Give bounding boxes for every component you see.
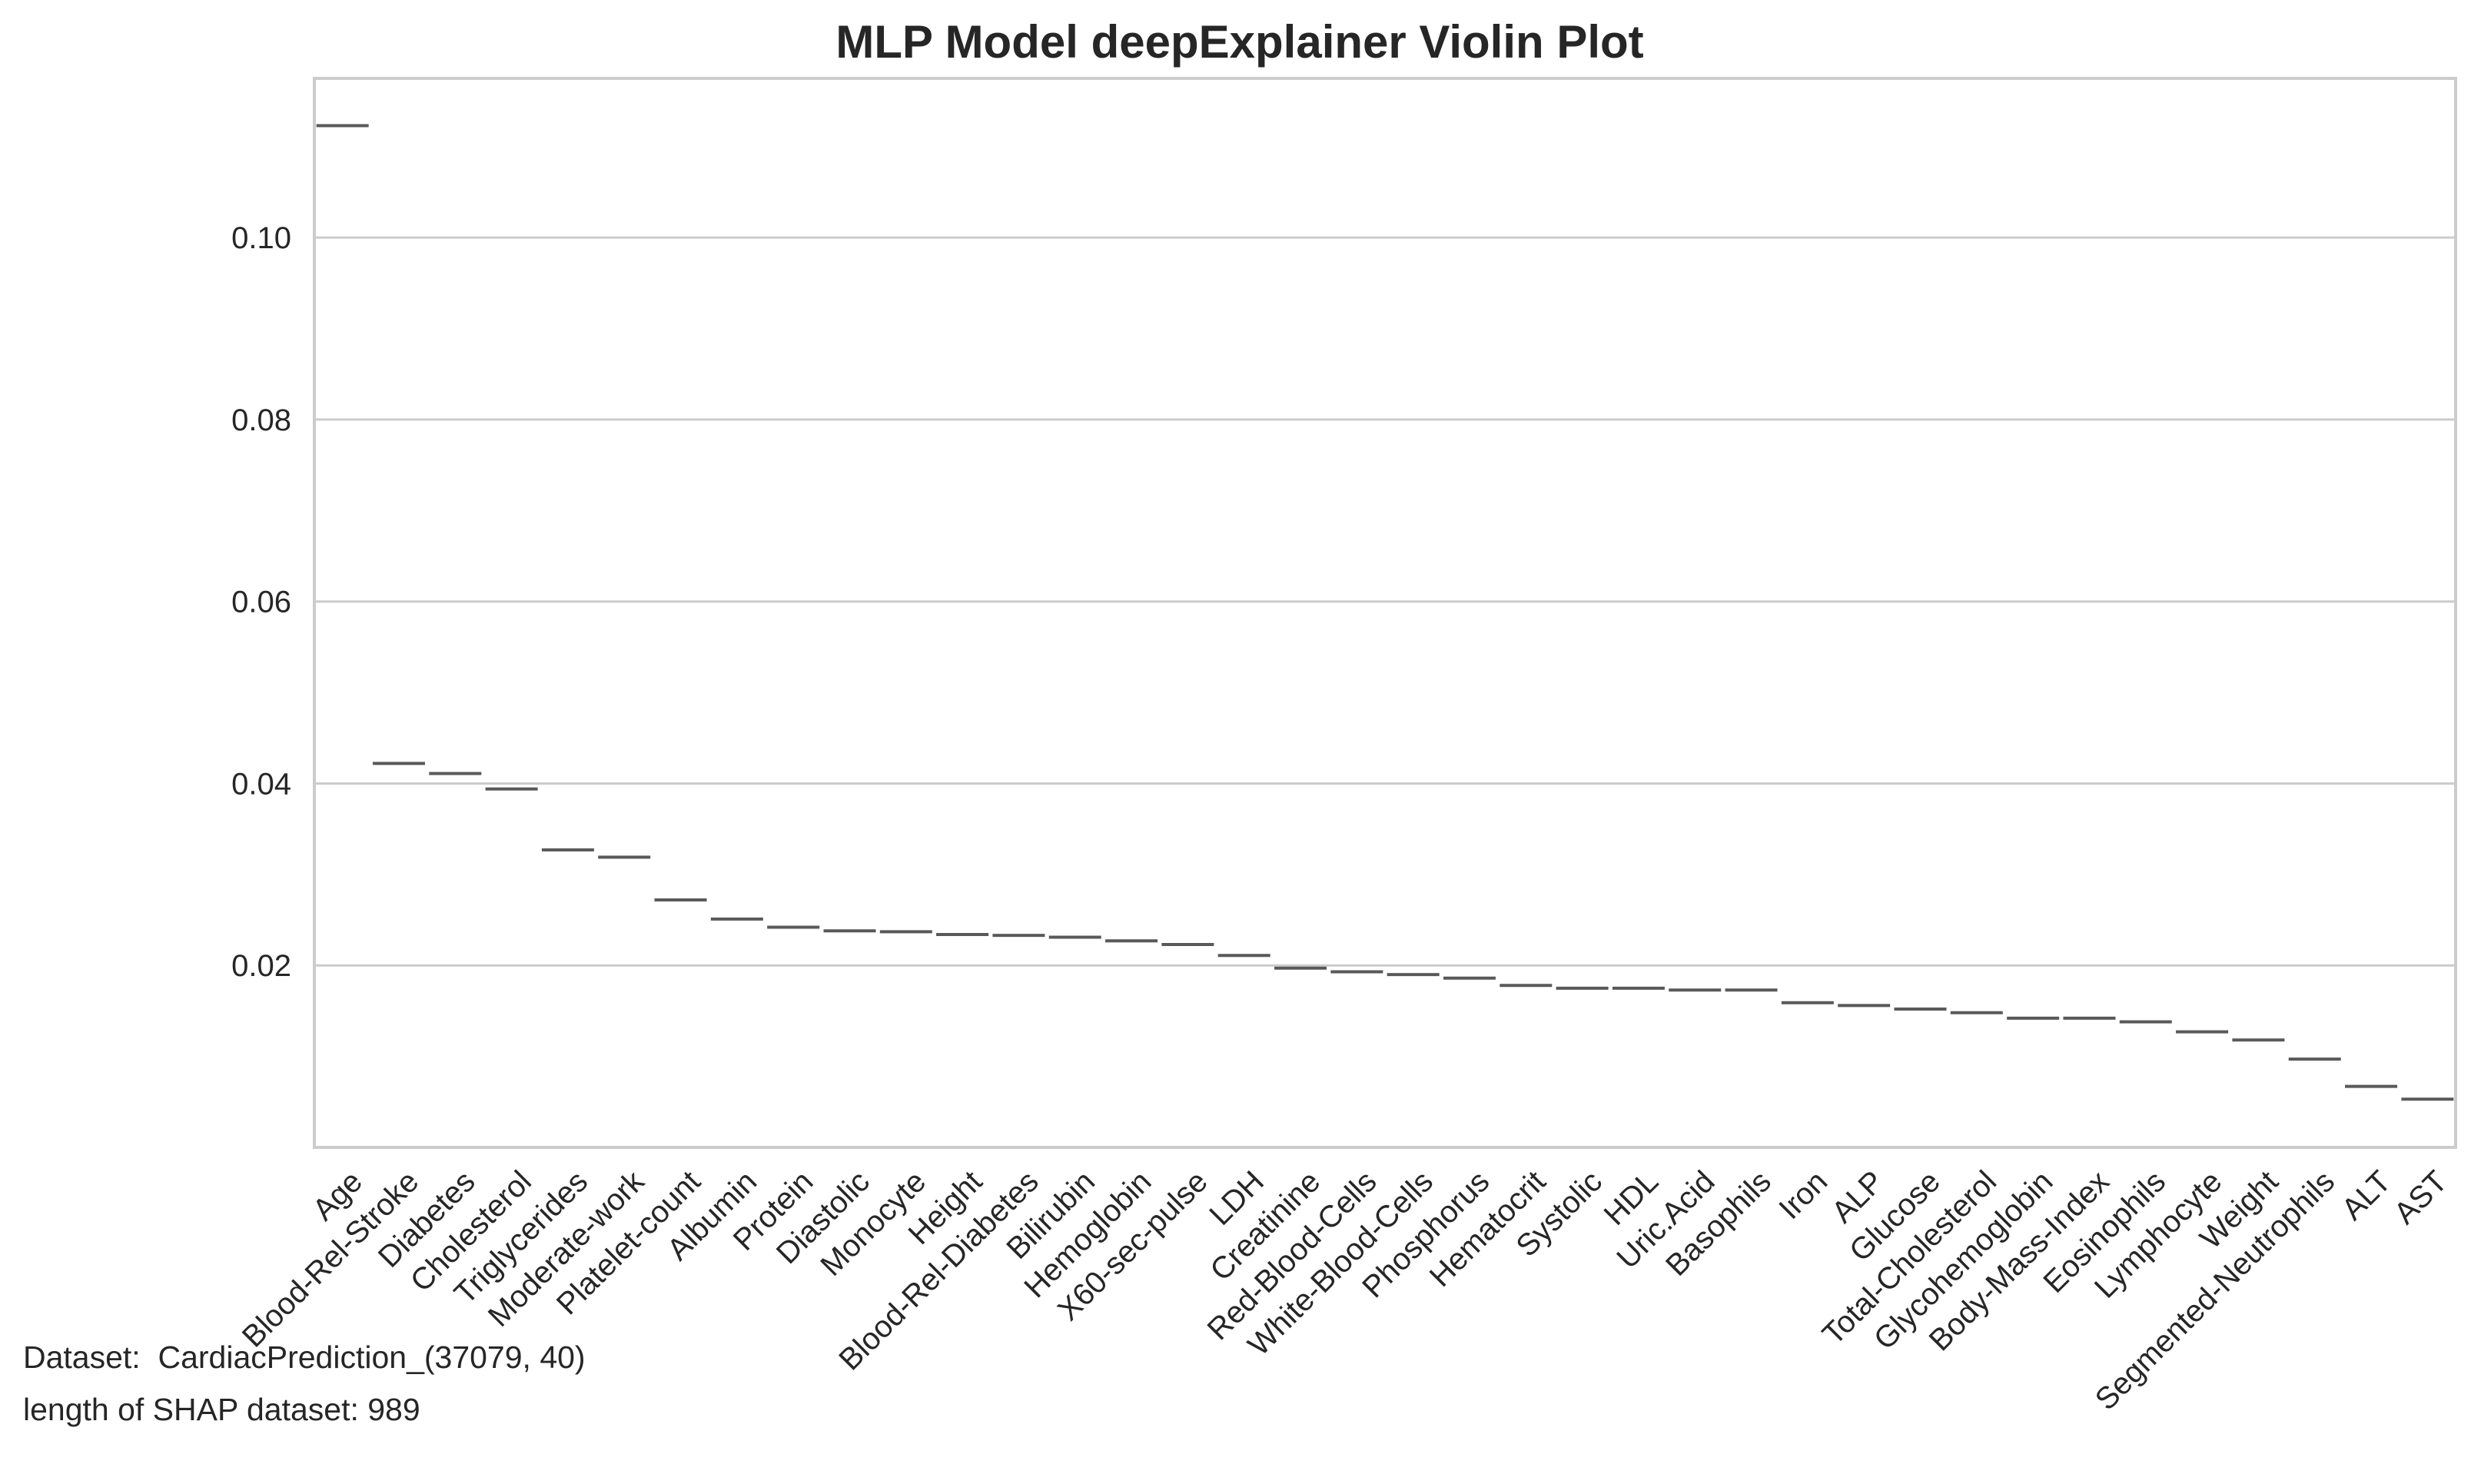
x-tick-label: Iron [1772, 1164, 1834, 1226]
y-tick-label: 0.06 [231, 586, 291, 619]
shap-length-caption: length of SHAP dataset: 989 [23, 1392, 420, 1427]
y-tick-label: 0.08 [231, 403, 291, 437]
x-tick-label: AST [2388, 1164, 2454, 1230]
chart-title: MLP Model deepExplainer Violin Plot [835, 16, 1643, 68]
plot-frame [313, 77, 2457, 1149]
y-tick-label: 0.04 [231, 767, 291, 801]
y-tick-label: 0.02 [231, 949, 291, 983]
gridlines [314, 236, 2456, 967]
x-axis-ticks: AgeBlood-Rel-StrokeDiabetesCholesterolTr… [236, 1164, 2454, 1417]
y-axis-ticks: 0.02 0.04 0.06 0.08 0.10 [231, 221, 291, 983]
violin-marks [316, 124, 2454, 1101]
y-tick-label: 0.10 [231, 221, 291, 255]
x-tick-label: ALT [2336, 1164, 2398, 1227]
dataset-caption: Dataset: CardiacPrediction_(37079, 40) [23, 1340, 586, 1375]
